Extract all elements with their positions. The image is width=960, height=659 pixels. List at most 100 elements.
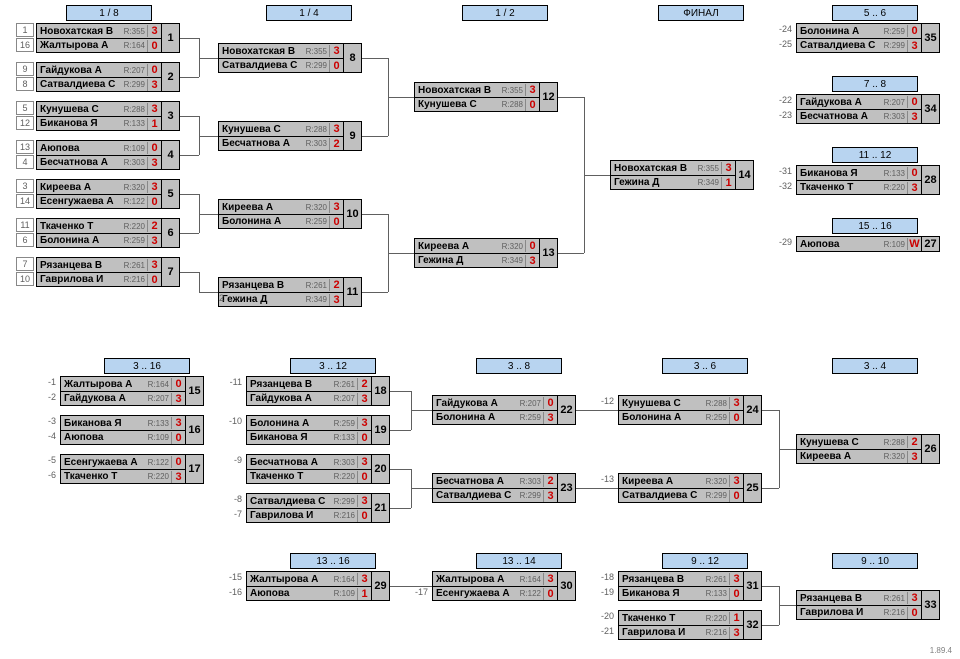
match-number: 30 [558, 571, 576, 601]
player-score: 1 [147, 118, 161, 130]
player-score: 0 [543, 397, 557, 409]
player-name: Биканова Я [797, 168, 879, 179]
match-rows: Жалтырова АR:1643АюповаR:1091 [246, 571, 372, 601]
player-rating: R:320 [497, 242, 525, 251]
match-number: 4 [162, 140, 180, 170]
seed: 1 [16, 23, 34, 37]
match-13: Киреева АR:3200Гежина ДR:349313 [414, 238, 558, 268]
player-rating: R:122 [143, 458, 171, 467]
player-name: Гаврилова И [247, 510, 329, 521]
player-score: 0 [147, 40, 161, 52]
player-score: 3 [543, 490, 557, 502]
player-score: 3 [329, 123, 343, 135]
match-rows: Рязанцева ВR:2613Биканова ЯR:1330 [618, 571, 744, 601]
player-rating: R:349 [301, 295, 329, 304]
neg-seed: -12 [594, 395, 616, 409]
match-14: Новохатская ВR:3553Гежина ДR:349114 [610, 160, 754, 190]
neg-seed: -11 [222, 376, 244, 390]
player-score: 0 [147, 274, 161, 286]
player-score: 0 [147, 196, 161, 208]
player-rating: R:261 [701, 575, 729, 584]
match-rows: АюповаR:1090Бесчатнова АR:3033 [36, 140, 162, 170]
match-rows: Гайдукова АR:2070Болонина АR:2593 [432, 395, 558, 425]
match-number: 6 [162, 218, 180, 248]
player-score: 3 [525, 255, 539, 267]
match-30: -17Жалтырова АR:1643Есенгужаева АR:12203… [432, 571, 576, 601]
match-rows: Кунушева СR:2883Бесчатнова АR:3032 [218, 121, 344, 151]
neg-seed: -19 [594, 586, 616, 600]
player-name: Бесчатнова А [433, 476, 515, 487]
player-name: Болонина А [247, 418, 329, 429]
player-rating: R:303 [879, 112, 907, 121]
player-score: 3 [907, 40, 921, 52]
player-name: Сатвалдиева С [433, 490, 515, 501]
player-score: 0 [171, 432, 185, 444]
player-score: 3 [357, 573, 371, 585]
neg-seed: -23 [772, 109, 794, 123]
player-rating: R:303 [329, 458, 357, 467]
player-score: 0 [543, 588, 557, 600]
match-rows: Новохатская ВR:3553Кунушева СR:2880 [414, 82, 540, 112]
match-24: -12Кунушева СR:2883Болонина АR:259024 [618, 395, 762, 425]
player-score: 0 [357, 471, 371, 483]
match-15: -1-2Жалтырова АR:1640Гайдукова АR:207315 [60, 376, 204, 406]
match-number: 19 [372, 415, 390, 445]
seed: 13 [16, 140, 34, 154]
player-name: Сатвалдиева С [619, 490, 701, 501]
player-score: 0 [907, 96, 921, 108]
player-score: 3 [329, 294, 343, 306]
player-name: Гаврилова И [619, 627, 701, 638]
player-rating: R:355 [693, 164, 721, 173]
match-rows: Биканова ЯR:1330Ткаченко ТR:2203 [796, 165, 922, 195]
player-name: Есенгужаева А [37, 196, 119, 207]
player-score: 3 [147, 157, 161, 169]
match-number: 8 [344, 43, 362, 73]
player-score: 0 [729, 588, 743, 600]
player-rating: R:349 [693, 178, 721, 187]
player-score: 0 [907, 607, 921, 619]
player-name: Жалтырова А [433, 574, 515, 585]
player-name: Есенгужаева А [433, 588, 515, 599]
match-number: 24 [744, 395, 762, 425]
neg-seed: -9 [222, 454, 244, 468]
player-name: Аюпова [247, 588, 329, 599]
player-name: Аюпова [61, 432, 143, 443]
match-number: 33 [922, 590, 940, 620]
player-name: Болонина А [37, 235, 119, 246]
player-score: 3 [147, 25, 161, 37]
match-number: 28 [922, 165, 940, 195]
player-rating: R:216 [879, 608, 907, 617]
match-2: 98Гайдукова АR:2070Сатвалдиева СR:29932 [36, 62, 180, 92]
player-rating: R:216 [329, 511, 357, 520]
player-rating: R:261 [329, 380, 357, 389]
player-rating: R:122 [515, 589, 543, 598]
player-score: 0 [525, 99, 539, 111]
player-rating: R:261 [119, 261, 147, 270]
match-8: Новохатская ВR:3553Сатвалдиева СR:29908 [218, 43, 362, 73]
match-28: -31-32Биканова ЯR:1330Ткаченко ТR:220328 [796, 165, 940, 195]
match-rows: Сатвалдиева СR:2993Гаврилова ИR:2160 [246, 493, 372, 523]
player-rating: R:164 [119, 41, 147, 50]
neg-seed: -15 [222, 571, 244, 585]
player-name: Сатвалдиева С [219, 60, 301, 71]
seed: 10 [16, 272, 34, 286]
round-header: 3 .. 8 [476, 358, 562, 374]
player-name: Бесчатнова А [219, 138, 301, 149]
match-rows: Гайдукова АR:2070Сатвалдиева СR:2993 [36, 62, 162, 92]
player-score: 0 [357, 510, 371, 522]
player-rating: R:261 [301, 281, 329, 290]
neg-seed: -1 [36, 376, 58, 390]
round-header: 5 .. 6 [832, 5, 918, 21]
player-rating: R:133 [701, 589, 729, 598]
player-rating: R:288 [879, 438, 907, 447]
player-score: 3 [171, 417, 185, 429]
player-name: Гежина Д [611, 177, 693, 188]
player-name: Ткаченко Т [37, 221, 119, 232]
player-rating: R:259 [515, 413, 543, 422]
round-header: 9 .. 12 [662, 553, 748, 569]
round-header: 3 .. 16 [104, 358, 190, 374]
seed: 11 [16, 218, 34, 232]
player-name: Рязанцева В [219, 280, 301, 291]
player-rating: R:299 [329, 497, 357, 506]
player-rating: R:207 [143, 394, 171, 403]
